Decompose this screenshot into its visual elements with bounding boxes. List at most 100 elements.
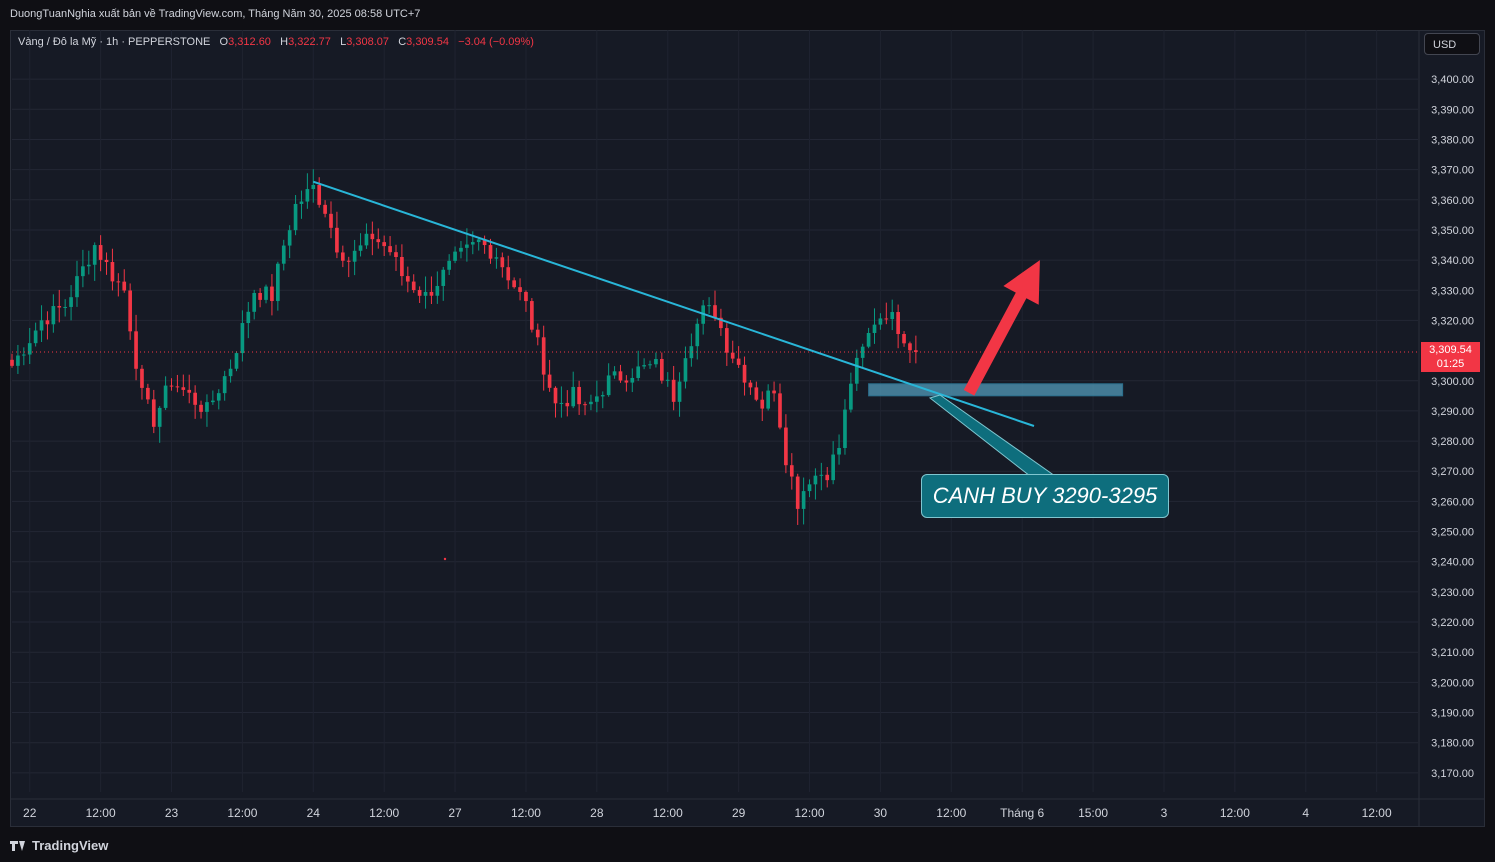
candle-body bbox=[75, 276, 79, 298]
x-tick-label: 12:00 bbox=[1362, 806, 1392, 820]
candle-body bbox=[340, 252, 345, 261]
candle-body bbox=[110, 262, 115, 282]
change-value: −3.04 (−0.09%) bbox=[458, 36, 534, 48]
close-label: C bbox=[398, 36, 407, 48]
candle-body bbox=[140, 368, 144, 388]
candle-body bbox=[63, 306, 67, 308]
candle-body bbox=[500, 257, 505, 268]
y-tick-label: 3,350.00 bbox=[1431, 225, 1474, 237]
candle-body bbox=[660, 358, 664, 381]
y-tick-label: 3,290.00 bbox=[1431, 406, 1474, 418]
candle-body bbox=[524, 291, 528, 302]
candle-body bbox=[423, 291, 428, 296]
candle-body bbox=[317, 184, 322, 205]
y-tick-label: 3,360.00 bbox=[1431, 195, 1474, 207]
x-tick-label: 12:00 bbox=[86, 806, 116, 820]
candle-body bbox=[69, 297, 73, 307]
candle-body bbox=[81, 266, 85, 277]
x-tick-label: 23 bbox=[165, 806, 179, 820]
x-tick-label: 12:00 bbox=[795, 806, 825, 820]
candle-body bbox=[902, 334, 906, 344]
candle-body bbox=[896, 312, 900, 335]
y-tick-label: 3,230.00 bbox=[1431, 587, 1474, 599]
open-value: 3,312.60 bbox=[228, 36, 271, 48]
candle-body bbox=[677, 381, 682, 402]
x-tick-label: 12:00 bbox=[936, 806, 966, 820]
candle-body bbox=[92, 245, 97, 265]
candle-body bbox=[33, 330, 38, 344]
currency-button[interactable]: USD bbox=[1424, 33, 1480, 55]
candle-body bbox=[642, 365, 646, 367]
candle-body bbox=[789, 465, 794, 477]
candle-body bbox=[795, 476, 800, 509]
candle-body bbox=[163, 385, 168, 408]
chart-panel[interactable] bbox=[10, 30, 1485, 827]
candle-body bbox=[713, 305, 717, 318]
candle-body bbox=[890, 312, 895, 320]
candle-body bbox=[228, 368, 233, 377]
up-arrow-icon bbox=[963, 260, 1040, 396]
candle-body bbox=[465, 244, 469, 248]
candle-body bbox=[281, 245, 286, 264]
candle-body bbox=[293, 203, 298, 231]
candle-body bbox=[600, 395, 605, 397]
candle-body bbox=[854, 357, 859, 384]
candle-body bbox=[878, 318, 883, 325]
candle-body bbox=[831, 454, 835, 481]
candle-body bbox=[134, 331, 138, 369]
candle-body bbox=[411, 281, 416, 291]
x-tick-label: 28 bbox=[590, 806, 604, 820]
candle-body bbox=[346, 260, 351, 262]
candle-body bbox=[246, 311, 251, 324]
candle-body bbox=[766, 390, 770, 409]
y-tick-label: 3,250.00 bbox=[1431, 527, 1474, 539]
candle-body bbox=[476, 239, 481, 243]
candle-body bbox=[157, 407, 162, 427]
candle-body bbox=[683, 358, 688, 382]
last-price-value: 3,309.54 bbox=[1429, 344, 1472, 356]
candle-body bbox=[565, 402, 570, 407]
symbol-legend[interactable]: Vàng / Đô la Mỹ · 1h · PEPPERSTONE O3,31… bbox=[18, 36, 534, 48]
y-tick-label: 3,270.00 bbox=[1431, 466, 1474, 478]
x-tick-label: 12:00 bbox=[1220, 806, 1250, 820]
y-tick-label: 3,200.00 bbox=[1431, 677, 1474, 689]
y-tick-label: 3,300.00 bbox=[1431, 376, 1474, 388]
candle-body bbox=[843, 409, 847, 448]
publisher-header: DuongTuanNghia xuất bản về TradingView.c… bbox=[0, 0, 1495, 30]
candle-body bbox=[376, 239, 381, 243]
tradingview-logo[interactable]: TradingView bbox=[10, 838, 108, 853]
candle-body bbox=[914, 350, 918, 352]
candle-body bbox=[222, 376, 227, 394]
candle-body bbox=[305, 189, 310, 202]
candle-body bbox=[589, 401, 593, 405]
tradingview-logo-text: TradingView bbox=[32, 838, 109, 853]
y-tick-label: 3,220.00 bbox=[1431, 617, 1474, 629]
candle-body bbox=[258, 292, 262, 300]
candle-body bbox=[16, 355, 20, 366]
x-tick-label: 30 bbox=[874, 806, 888, 820]
buy-callout[interactable]: CANH BUY 3290-3295 bbox=[921, 474, 1169, 518]
candle-body bbox=[748, 382, 753, 388]
candle-body bbox=[760, 399, 765, 409]
candle-body bbox=[264, 286, 268, 300]
candle-body bbox=[559, 402, 564, 404]
candle-body bbox=[122, 281, 127, 291]
x-tick-label: 12:00 bbox=[227, 806, 257, 820]
y-tick-label: 3,260.00 bbox=[1431, 496, 1474, 508]
x-tick-label: 27 bbox=[448, 806, 462, 820]
marker-dot bbox=[443, 557, 447, 561]
publisher-line: DuongTuanNghia xuất bản về TradingView.c… bbox=[10, 8, 421, 20]
footer-bar: TradingView bbox=[0, 828, 1495, 862]
tradingview-logo-icon bbox=[10, 841, 26, 851]
candle-body bbox=[216, 393, 221, 401]
candle-body bbox=[323, 204, 327, 214]
candle-body bbox=[382, 242, 387, 247]
candle-body bbox=[494, 257, 499, 259]
candle-body bbox=[872, 324, 877, 333]
candle-body bbox=[772, 390, 776, 394]
candle-body bbox=[801, 491, 806, 509]
candle-body bbox=[400, 256, 404, 277]
candle-body bbox=[736, 358, 741, 365]
candle-body bbox=[151, 399, 156, 427]
